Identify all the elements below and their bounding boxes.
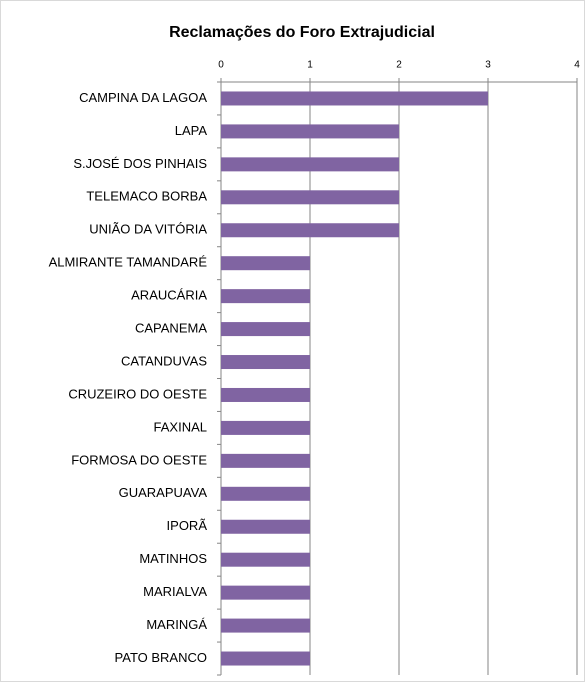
y-tick-label: CAMPINA DA LAGOA (79, 90, 207, 105)
bar (221, 223, 399, 238)
bar (221, 420, 310, 435)
y-tick-label: FAXINAL (154, 419, 207, 434)
bar (221, 157, 399, 172)
bar (221, 486, 310, 501)
bar (221, 91, 488, 106)
y-tick-label: ARAUCÁRIA (131, 288, 207, 303)
x-tick-label: 4 (574, 60, 580, 71)
bar (221, 256, 310, 271)
y-tick-label: CRUZEIRO DO OESTE (68, 386, 207, 401)
y-tick-label: MATINHOS (139, 551, 207, 566)
y-tick-label: UNIÃO DA VITÓRIA (89, 222, 207, 237)
y-tick-label: LAPA (175, 123, 208, 138)
y-tick-label: CAPANEMA (135, 321, 207, 336)
bar (221, 322, 310, 337)
y-tick-label: PATO BRANCO (115, 650, 207, 665)
y-tick-label: FORMOSA DO OESTE (71, 452, 207, 467)
bar (221, 618, 310, 633)
y-tick-label: ALMIRANTE TAMANDARÉ (49, 255, 208, 270)
y-tick-label: MARIALVA (143, 584, 207, 599)
x-tick-label: 2 (396, 60, 402, 71)
y-tick-label: S.JOSÉ DOS PINHAIS (73, 156, 207, 171)
x-tick-label: 3 (485, 60, 491, 71)
y-tick-label: GUARAPUAVA (119, 485, 208, 500)
bar (221, 124, 399, 139)
chart-title: Reclamações do Foro Extrajudicial (169, 24, 435, 41)
bar (221, 355, 310, 370)
y-tick-label: CATANDUVAS (121, 353, 207, 368)
bar (221, 453, 310, 468)
y-tick-label: MARINGÁ (146, 617, 207, 632)
x-tick-label: 0 (218, 60, 224, 71)
y-tick-label: IPORÃ (167, 518, 208, 533)
bar (221, 519, 310, 534)
x-tick-label: 1 (307, 60, 313, 71)
bar (221, 585, 310, 600)
bar (221, 651, 310, 666)
y-tick-label: TELEMACO BORBA (86, 189, 207, 204)
bar (221, 552, 310, 567)
bar (221, 289, 310, 304)
bar (221, 190, 399, 205)
bar (221, 387, 310, 402)
